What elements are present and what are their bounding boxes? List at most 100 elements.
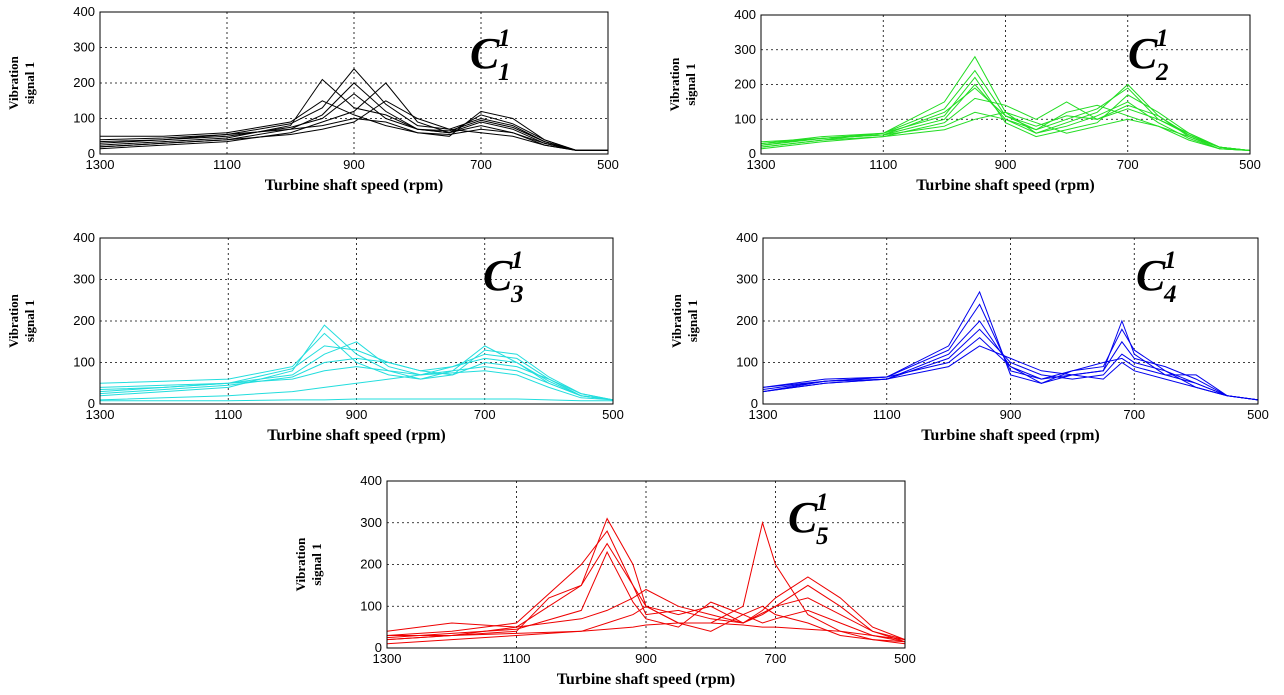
x-tick-label: 700 [1117, 157, 1139, 172]
y-tick-label: 100 [73, 355, 95, 370]
series-line-6 [386, 550, 906, 643]
cluster-annotation: C1 1 [470, 25, 511, 86]
series-line-3 [99, 78, 608, 151]
x-axis-label: Turbine shaft speed (rpm) [267, 427, 446, 444]
y-tick-label: 300 [73, 40, 95, 55]
y-tick-label: 300 [736, 272, 758, 287]
x-tick-label: 700 [474, 407, 496, 422]
x-axis-label: Turbine shaft speed (rpm) [916, 177, 1095, 194]
series-line-7 [100, 398, 613, 402]
series-line-4 [386, 576, 906, 641]
series-line-4 [99, 82, 608, 151]
cluster-letter: C [470, 29, 500, 78]
chart-panel-4: 1300 1100 900 700 500 0 100 200 300 400 Turbine sh… [669, 230, 1269, 444]
series-line-3 [386, 542, 906, 641]
y-axis-label-line1: Vibration [293, 537, 308, 591]
series-line-1 [99, 82, 608, 151]
series-line-6 [760, 76, 1251, 151]
cluster-letter: C [483, 251, 513, 300]
cluster-subscript: 2 [1155, 59, 1169, 86]
series-line-5 [762, 336, 1259, 401]
plot-frame [762, 237, 1259, 405]
x-tick-label: 1300 [86, 157, 115, 172]
y-axis-label-line1: Vibration [6, 55, 21, 109]
x-tick-label: 700 [765, 651, 787, 666]
series-line-8 [99, 345, 614, 401]
cluster-letter: C [1136, 251, 1166, 300]
chart-panel-5: 1300 1100 900 700 500 0 100 200 300 400 Turbine sh… [293, 473, 916, 688]
x-tick-label: 1100 [873, 407, 901, 422]
x-axis-label: Turbine shaft speed (rpm) [921, 427, 1100, 444]
series-line-3 [99, 341, 614, 401]
y-tick-label: 0 [749, 146, 756, 161]
cluster-superscript: 1 [1164, 247, 1177, 274]
x-tick-label: 900 [635, 651, 657, 666]
cluster-superscript: 1 [1156, 25, 1169, 52]
plot-frame [99, 237, 614, 405]
x-tick-label: 1100 [869, 157, 897, 172]
y-axis-label-line1: Vibration [669, 293, 684, 347]
y-tick-label: 200 [73, 313, 95, 328]
x-tick-label: 900 [346, 407, 368, 422]
x-tick-label: 900 [343, 157, 365, 172]
x-tick-label: 1300 [747, 157, 776, 172]
chart-panel-1: 1300 1100 900 700 500 0 100 200 300 400 Turbine sh… [6, 4, 619, 194]
x-tick-label: 500 [1247, 407, 1269, 422]
y-tick-label: 300 [360, 515, 382, 530]
y-tick-label: 0 [375, 640, 382, 655]
y-axis-label-line1: Vibration [667, 57, 682, 111]
series-line-7 [99, 100, 608, 151]
x-tick-label: 700 [470, 157, 492, 172]
chart-panel-2: 1300 1100 900 700 500 0 100 200 300 400 Turbine sh… [667, 7, 1261, 194]
y-tick-label: 400 [736, 230, 758, 245]
cluster-annotation: C1 5 [788, 489, 829, 550]
y-axis-label-line2: signal 1 [683, 63, 698, 105]
y-tick-label: 300 [734, 42, 756, 57]
y-tick-label: 200 [736, 313, 758, 328]
plot-frame [99, 11, 609, 155]
series-line-7 [760, 111, 1251, 151]
cluster-letter: C [1128, 29, 1158, 78]
cluster-subscript: 1 [498, 59, 511, 86]
y-tick-label: 100 [360, 598, 382, 613]
y-tick-label: 400 [734, 7, 756, 22]
x-tick-label: 700 [1123, 407, 1145, 422]
cluster-subscript: 5 [816, 523, 829, 550]
series-line-1 [99, 324, 614, 401]
cluster-superscript: 1 [816, 489, 829, 516]
y-tick-label: 100 [73, 111, 95, 126]
x-tick-label: 1300 [373, 651, 402, 666]
cluster-superscript: 1 [498, 25, 511, 52]
plot-frame [386, 480, 906, 649]
x-tick-label: 500 [597, 157, 619, 172]
y-axis-label-line2: signal 1 [685, 300, 700, 342]
cluster-annotation: C1 3 [483, 247, 524, 308]
y-tick-label: 100 [734, 111, 756, 126]
series-line-4 [99, 366, 614, 401]
y-axis-label-line2: signal 1 [22, 300, 37, 342]
x-tick-label: 1100 [214, 407, 242, 422]
y-tick-label: 0 [88, 396, 95, 411]
y-axis-label-line2: signal 1 [22, 62, 37, 104]
cluster-subscript: 4 [1163, 281, 1177, 308]
x-tick-label: 900 [995, 157, 1017, 172]
x-tick-label: 1300 [749, 407, 778, 422]
series-line-7 [387, 622, 906, 641]
x-tick-label: 1100 [503, 651, 531, 666]
y-axis-label-line2: signal 1 [309, 543, 324, 585]
y-axis-label-line1: Vibration [6, 293, 21, 347]
cluster-annotation: C1 4 [1136, 247, 1177, 308]
y-tick-label: 0 [88, 146, 95, 161]
x-tick-label: 900 [1000, 407, 1022, 422]
plot-frame [760, 14, 1251, 155]
y-tick-label: 200 [73, 75, 95, 90]
cluster-subscript: 3 [510, 281, 524, 308]
series-line-6 [100, 100, 608, 151]
series-line-6 [762, 345, 1259, 401]
x-tick-label: 500 [1239, 157, 1261, 172]
y-tick-label: 0 [751, 396, 758, 411]
y-tick-label: 400 [73, 230, 95, 245]
y-tick-label: 400 [73, 4, 95, 19]
series-line-8 [760, 87, 1251, 151]
